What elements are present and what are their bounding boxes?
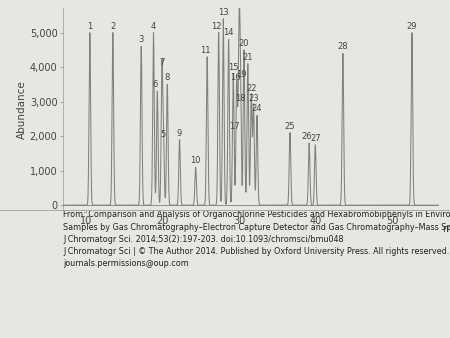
Text: 8: 8 <box>165 73 170 82</box>
Text: 6: 6 <box>153 80 158 89</box>
Text: 26: 26 <box>302 132 312 141</box>
Text: 19: 19 <box>236 70 246 79</box>
Text: min: min <box>442 224 450 235</box>
Text: 10: 10 <box>190 156 201 165</box>
Text: 9: 9 <box>177 128 182 138</box>
Text: From: Comparison and Analysis of Organochlorine Pesticides and Hexabromobiphenyl: From: Comparison and Analysis of Organoc… <box>63 210 450 268</box>
Text: 27: 27 <box>310 134 320 143</box>
Text: 24: 24 <box>252 104 262 113</box>
Y-axis label: Abundance: Abundance <box>17 80 27 139</box>
Text: 20: 20 <box>238 39 249 48</box>
Text: 12: 12 <box>211 22 221 30</box>
Text: 16: 16 <box>230 73 240 82</box>
Text: 3: 3 <box>139 35 144 44</box>
Text: 7: 7 <box>159 58 165 67</box>
Text: 25: 25 <box>285 122 295 130</box>
Text: 22: 22 <box>246 84 256 93</box>
Text: 28: 28 <box>338 42 348 51</box>
Text: 11: 11 <box>200 46 210 55</box>
Text: 14: 14 <box>223 28 234 38</box>
Text: 29: 29 <box>407 22 417 30</box>
Text: 13: 13 <box>218 8 229 17</box>
Text: 15: 15 <box>228 63 238 72</box>
Text: 2: 2 <box>110 22 116 30</box>
Text: 18: 18 <box>235 94 246 103</box>
Text: 21: 21 <box>243 53 253 62</box>
Text: 17: 17 <box>230 122 240 130</box>
Text: 4: 4 <box>151 22 156 30</box>
Text: 23: 23 <box>248 94 259 103</box>
Text: 1: 1 <box>87 22 92 30</box>
Text: 5: 5 <box>161 130 166 139</box>
